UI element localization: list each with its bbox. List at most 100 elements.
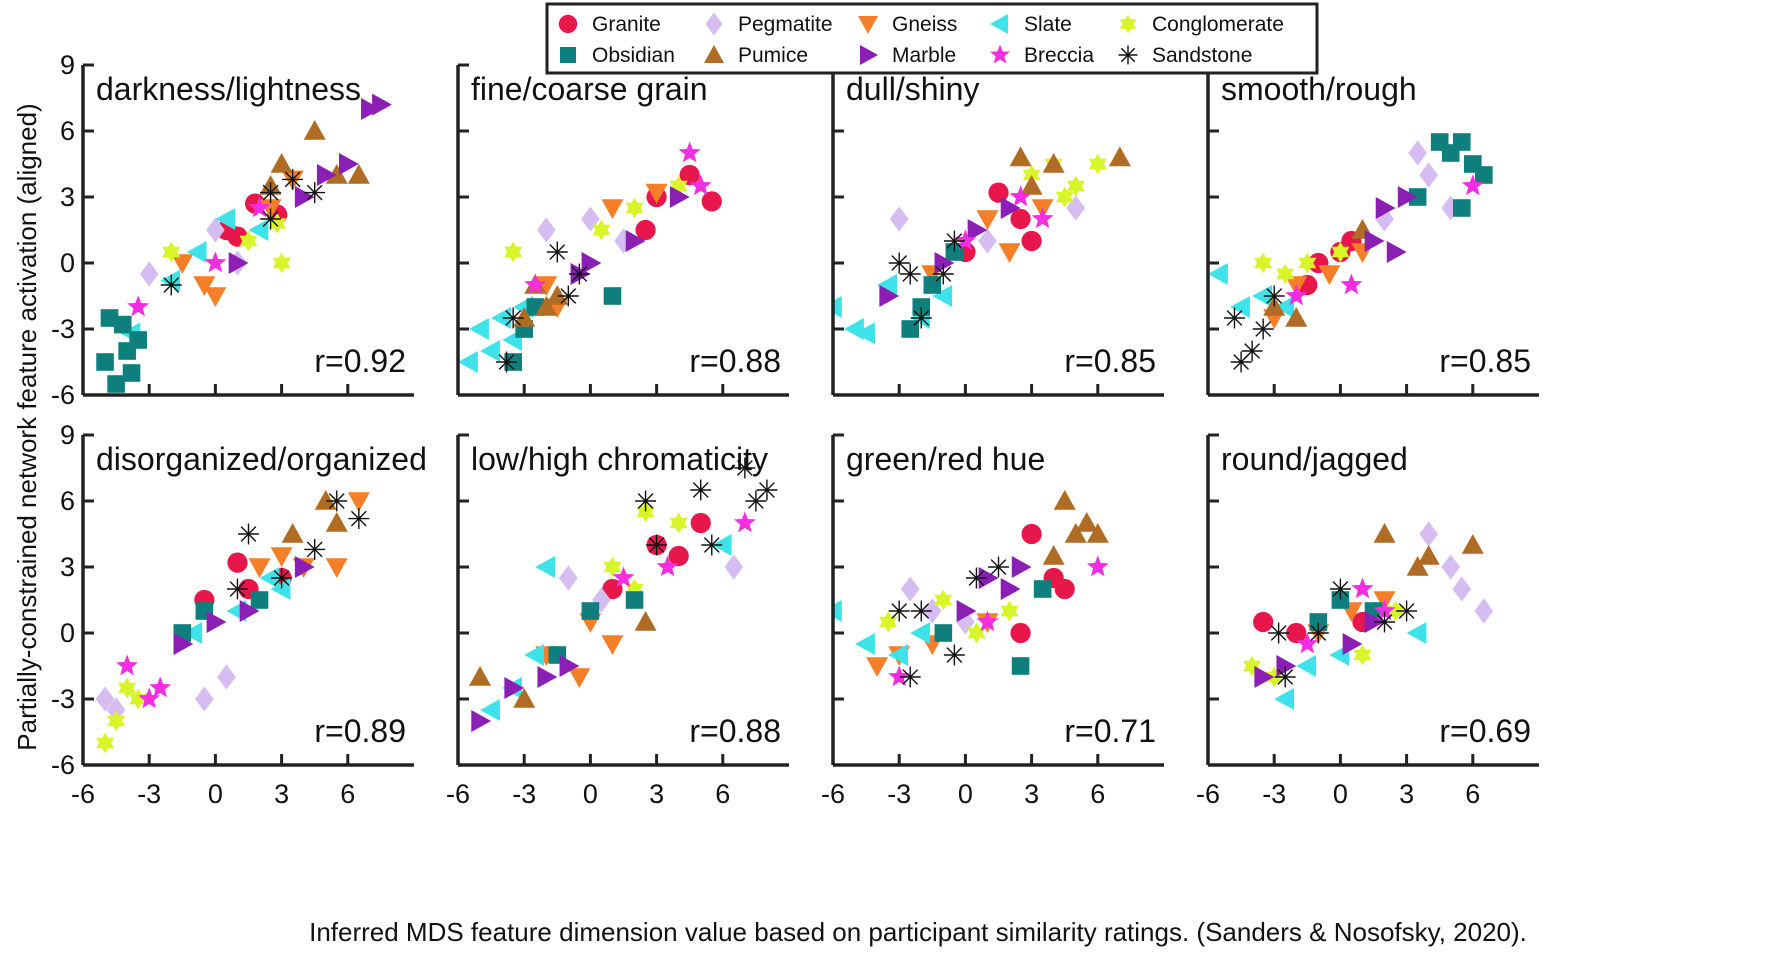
point-slate xyxy=(932,285,953,307)
panel-title: dull/shiny xyxy=(846,71,979,107)
point-slate xyxy=(855,633,875,655)
point-sandstone xyxy=(496,351,517,373)
point-pegmatite xyxy=(889,206,909,232)
point-obsidian xyxy=(581,602,600,620)
point-breccia xyxy=(138,687,161,709)
point-slate xyxy=(1208,263,1228,285)
legend-marker-slate xyxy=(990,14,1008,34)
x-tick-label: 3 xyxy=(274,779,289,809)
legend-label: Conglomerate xyxy=(1152,13,1284,36)
point-pumice xyxy=(513,307,536,327)
point-sandstone xyxy=(701,534,723,556)
point-slate xyxy=(1274,296,1295,318)
point-conglomerate xyxy=(603,556,622,578)
point-marble xyxy=(625,230,646,252)
y-tick-label: 6 xyxy=(60,116,75,146)
point-obsidian xyxy=(1408,188,1427,206)
data-points xyxy=(833,490,1109,688)
legend-marker-pumice xyxy=(704,45,724,63)
point-breccia xyxy=(248,196,271,218)
point-slate xyxy=(855,322,875,345)
y-tick-label: 6 xyxy=(60,486,75,516)
point-breccia xyxy=(149,676,172,698)
point-slate xyxy=(1406,622,1427,644)
point-pumice xyxy=(1075,512,1098,532)
point-marble xyxy=(239,600,260,622)
correlation-label: r=0.89 xyxy=(314,713,406,749)
point-pumice xyxy=(1053,490,1076,510)
point-obsidian xyxy=(1475,166,1493,184)
point-sandstone xyxy=(1329,578,1351,600)
point-pumice xyxy=(325,512,348,532)
point-conglomerate xyxy=(669,512,688,534)
point-marble xyxy=(1254,666,1275,688)
point-pumice xyxy=(325,164,348,184)
legend-label: Obsidian xyxy=(592,44,675,67)
point-granite xyxy=(679,164,700,186)
point-marble xyxy=(504,677,525,699)
point-obsidian xyxy=(129,331,147,349)
point-marble xyxy=(1011,556,1032,578)
point-pumice xyxy=(1461,534,1484,554)
x-axis-title: Inferred MDS feature dimension value bas… xyxy=(309,917,1527,947)
point-slate xyxy=(186,241,207,263)
point-marble xyxy=(316,164,337,186)
point-marble xyxy=(228,252,249,274)
point-obsidian xyxy=(107,375,125,393)
point-breccia xyxy=(116,654,139,676)
point-sandstone xyxy=(910,307,932,329)
point-pumice xyxy=(1086,523,1109,543)
point-pumice xyxy=(1285,307,1308,327)
point-sandstone xyxy=(1241,340,1263,362)
point-obsidian xyxy=(912,298,931,316)
point-marble xyxy=(1000,578,1021,600)
point-granite xyxy=(602,578,623,600)
point-obsidian xyxy=(122,364,141,382)
point-pegmatite xyxy=(724,554,744,580)
point-gneiss xyxy=(347,492,370,512)
point-conglomerate xyxy=(1276,263,1295,285)
point-marble xyxy=(1276,655,1297,677)
point-conglomerate xyxy=(1265,666,1284,688)
point-sandstone xyxy=(1268,622,1290,644)
panels-group: 9 6 3 0 -3 -6 darkness/lightness r=0.92 fine/coa… xyxy=(51,50,1539,809)
point-marble xyxy=(372,93,392,116)
panel-dull-shiny: dull/shiny r=0.85 xyxy=(831,63,1164,397)
panel-low-high-chromaticity: -6 -3 0 3 6 low/high chromaticity r=0.88 xyxy=(446,433,789,809)
point-pumice xyxy=(634,611,657,631)
legend-marker-granite xyxy=(558,14,578,34)
panel-smooth-rough: smooth/rough r=0.85 xyxy=(1206,63,1539,397)
point-conglomerate xyxy=(129,688,148,710)
point-slate xyxy=(248,219,269,241)
point-slate xyxy=(215,208,236,230)
point-gneiss xyxy=(325,558,348,578)
point-granite xyxy=(988,182,1009,203)
point-pumice xyxy=(535,296,558,316)
point-slate xyxy=(1252,285,1272,307)
x-tick-label: 0 xyxy=(958,779,973,809)
point-gneiss xyxy=(998,243,1021,263)
point-breccia xyxy=(678,141,701,163)
point-breccia xyxy=(1373,599,1396,621)
point-granite xyxy=(668,545,689,567)
point-breccia xyxy=(1009,185,1032,207)
point-gneiss xyxy=(601,199,624,219)
point-conglomerate xyxy=(1088,153,1107,175)
point-pegmatite xyxy=(1419,162,1439,188)
data-points xyxy=(469,457,778,732)
point-granite xyxy=(635,219,656,241)
data-points xyxy=(95,490,370,754)
legend-item-slate: Slate xyxy=(990,13,1072,36)
point-slate xyxy=(833,600,842,622)
point-conglomerate xyxy=(239,230,258,252)
point-granite xyxy=(1010,622,1031,644)
y-tick-label: 9 xyxy=(60,420,75,450)
legend-marker-conglomerate xyxy=(1119,14,1137,34)
point-pumice xyxy=(1108,146,1131,167)
x-tick-label: 6 xyxy=(1090,779,1105,809)
point-granite xyxy=(690,512,711,534)
point-pegmatite xyxy=(139,261,159,287)
legend-item-conglomerate: Conglomerate xyxy=(1119,13,1284,36)
point-sandstone xyxy=(260,182,282,204)
point-marble xyxy=(581,252,602,274)
